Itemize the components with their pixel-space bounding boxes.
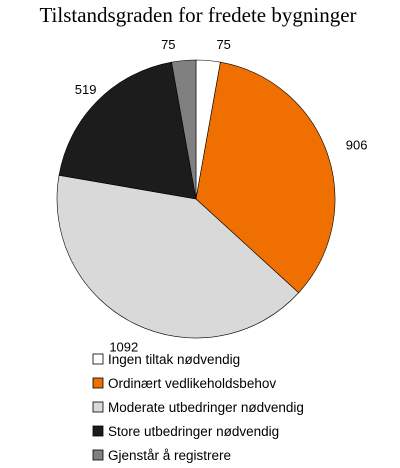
legend-label-3: Moderate utbedringer nødvendig <box>108 400 304 415</box>
slice-value-labels: 75 906 1092 519 75 <box>75 37 368 354</box>
legend-swatch-4 <box>92 425 104 437</box>
legend-label-1: Ingen tiltak nødvendig <box>108 352 240 367</box>
pie-slices <box>56 59 336 339</box>
pie-slice-4 <box>58 61 197 200</box>
legend-swatch-2 <box>92 377 104 389</box>
pie-slice-2 <box>195 61 336 294</box>
slice-value-label-2: 906 <box>346 138 368 153</box>
legend-swatch-1 <box>92 353 104 365</box>
legend-label-4: Store utbedringer nødvendig <box>108 424 279 439</box>
legend-label-5: Gjenstår å registrere <box>108 448 231 463</box>
pie-slice-5 <box>171 59 197 200</box>
chart-title: Tilstandsgraden for fredete bygninger <box>39 3 356 27</box>
pie-slice-3 <box>56 174 300 339</box>
legend-label-2: Ordinært vedlikeholdsbehov <box>108 376 276 391</box>
slice-value-label-5: 75 <box>161 37 175 52</box>
slice-value-label-3: 1092 <box>109 339 138 354</box>
legend-swatch-5 <box>92 449 104 461</box>
slice-value-label-1: 75 <box>216 37 230 52</box>
slice-value-label-4: 519 <box>75 82 97 97</box>
legend-swatch-3 <box>92 401 104 413</box>
legend: Ingen tiltak nødvendig Ordinært vedlikeho… <box>92 352 304 463</box>
